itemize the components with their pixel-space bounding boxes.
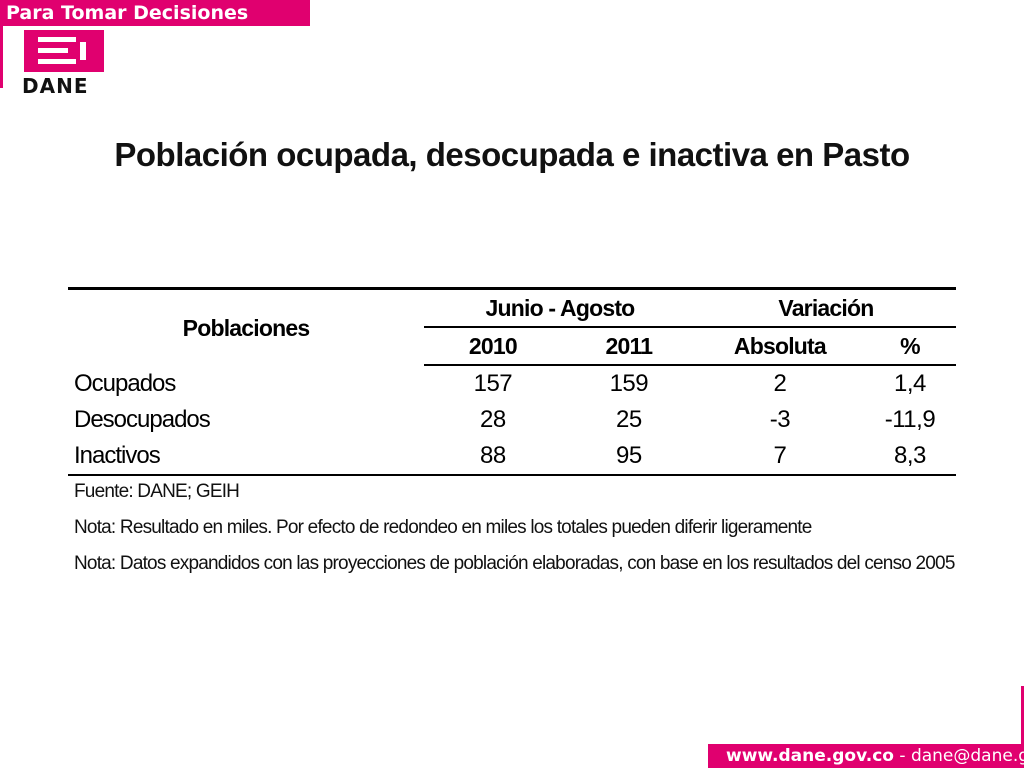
note-resultado: Nota: Resultado en miles. Por efecto de … bbox=[74, 517, 812, 538]
data-table-container: Poblaciones Junio - Agosto Variación 201… bbox=[68, 287, 956, 476]
cell-2010: 28 bbox=[480, 406, 506, 433]
note-datos: Nota: Datos expandidos con las proyeccio… bbox=[74, 553, 955, 574]
table-subheader-row: 2010 2011 Absoluta % bbox=[68, 327, 956, 366]
row-label: Ocupados bbox=[74, 369, 176, 397]
cell-2011: 25 bbox=[616, 406, 642, 433]
row-label: Desocupados bbox=[74, 406, 211, 433]
note-fuente: Fuente: DANE; GEIH bbox=[74, 481, 240, 502]
col-header-absoluta: Absoluta bbox=[695, 327, 864, 366]
col-header-2010: 2010 bbox=[424, 327, 562, 366]
cell-absoluta: 7 bbox=[695, 438, 864, 476]
table-notes: Fuente: DANE; GEIH Nota: Resultado en mi… bbox=[74, 478, 964, 586]
footer-site-link[interactable]: www.dane.gov.co bbox=[726, 746, 894, 766]
cell-2011: 159 bbox=[609, 370, 649, 397]
header-banner: Para Tomar Decisiones bbox=[0, 0, 310, 26]
footer-separator: - bbox=[893, 746, 911, 766]
table-row: Inactivos 88 95 7 8,3 bbox=[68, 438, 956, 476]
cell-pct: -11,9 bbox=[884, 406, 936, 433]
page-title: Población ocupada, desocupada e inactiva… bbox=[114, 136, 910, 173]
cell-absoluta: 2 bbox=[773, 370, 787, 397]
dane-logo-icon bbox=[24, 30, 104, 72]
col-group-variacion: Variación bbox=[695, 287, 956, 328]
table-row: Desocupados 28 25 -3 -11,9 bbox=[68, 402, 956, 438]
dane-logo: DANE bbox=[22, 30, 114, 98]
cell-pct: 8,3 bbox=[863, 438, 956, 476]
cell-absoluta: -3 bbox=[769, 406, 791, 433]
banner-text: Para Tomar Decisiones bbox=[6, 2, 249, 24]
col-header-2011: 2011 bbox=[561, 327, 696, 366]
table-row: Ocupados 157 159 2 1,4 bbox=[68, 365, 956, 402]
col-header-poblaciones: Poblaciones bbox=[68, 287, 424, 365]
cell-pct: 1,4 bbox=[894, 370, 926, 397]
col-group-periodo: Junio - Agosto bbox=[424, 287, 696, 328]
cell-2011: 95 bbox=[561, 438, 696, 476]
table-header-row: Poblaciones Junio - Agosto Variación bbox=[68, 287, 956, 365]
footer-email-link[interactable]: dane@dane.gov.co bbox=[910, 746, 1024, 766]
col-header-pct: % bbox=[863, 327, 956, 366]
footer-bar: www.dane.gov.co - dane@dane.gov.co bbox=[708, 744, 1024, 768]
cell-2010: 157 bbox=[473, 370, 513, 397]
cell-2010: 88 bbox=[424, 438, 562, 476]
row-label: Inactivos bbox=[68, 438, 424, 476]
data-table: Poblaciones Junio - Agosto Variación 201… bbox=[68, 287, 956, 476]
frame-border-top-left bbox=[0, 26, 14, 88]
frame-border-bottom-right bbox=[1011, 686, 1024, 744]
logo-text: DANE bbox=[22, 74, 89, 98]
